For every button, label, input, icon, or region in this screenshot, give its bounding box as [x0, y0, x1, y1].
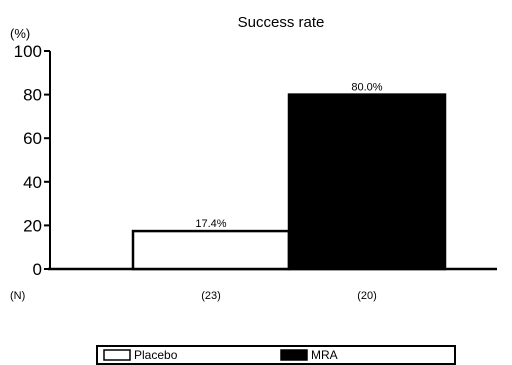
y-tick-label-4: 80	[23, 86, 42, 105]
y-tick-label-5: 100	[14, 42, 42, 61]
y-tick-label-2: 40	[23, 173, 42, 192]
bar-placebo	[131, 229, 291, 271]
legend-label-mra: MRA	[311, 348, 338, 362]
data-label-placebo: 17.4%	[195, 218, 226, 230]
legend-label-placebo: Placebo	[134, 348, 178, 362]
bars: 17.4% (23) 80.0% (20)	[131, 82, 447, 302]
y-axis: 0 20 40 60 80 100	[14, 42, 51, 279]
chart-title: Success rate	[238, 14, 325, 31]
legend: Placebo MRA	[96, 345, 456, 365]
n-value-mra: (20)	[357, 290, 377, 302]
n-value-placebo: (23)	[201, 290, 221, 302]
n-label: (N)	[10, 290, 25, 302]
data-label-mra: 80.0%	[351, 82, 382, 94]
bar-mra	[287, 93, 447, 271]
y-unit-label: (%)	[10, 26, 30, 41]
y-tick-label-1: 20	[23, 216, 42, 235]
y-tick-label-0: 0	[33, 260, 42, 279]
y-tick-label-3: 60	[23, 129, 42, 148]
legend-box	[96, 345, 456, 365]
legend-swatch-mra	[280, 349, 308, 361]
legend-swatch-placebo	[103, 349, 131, 361]
